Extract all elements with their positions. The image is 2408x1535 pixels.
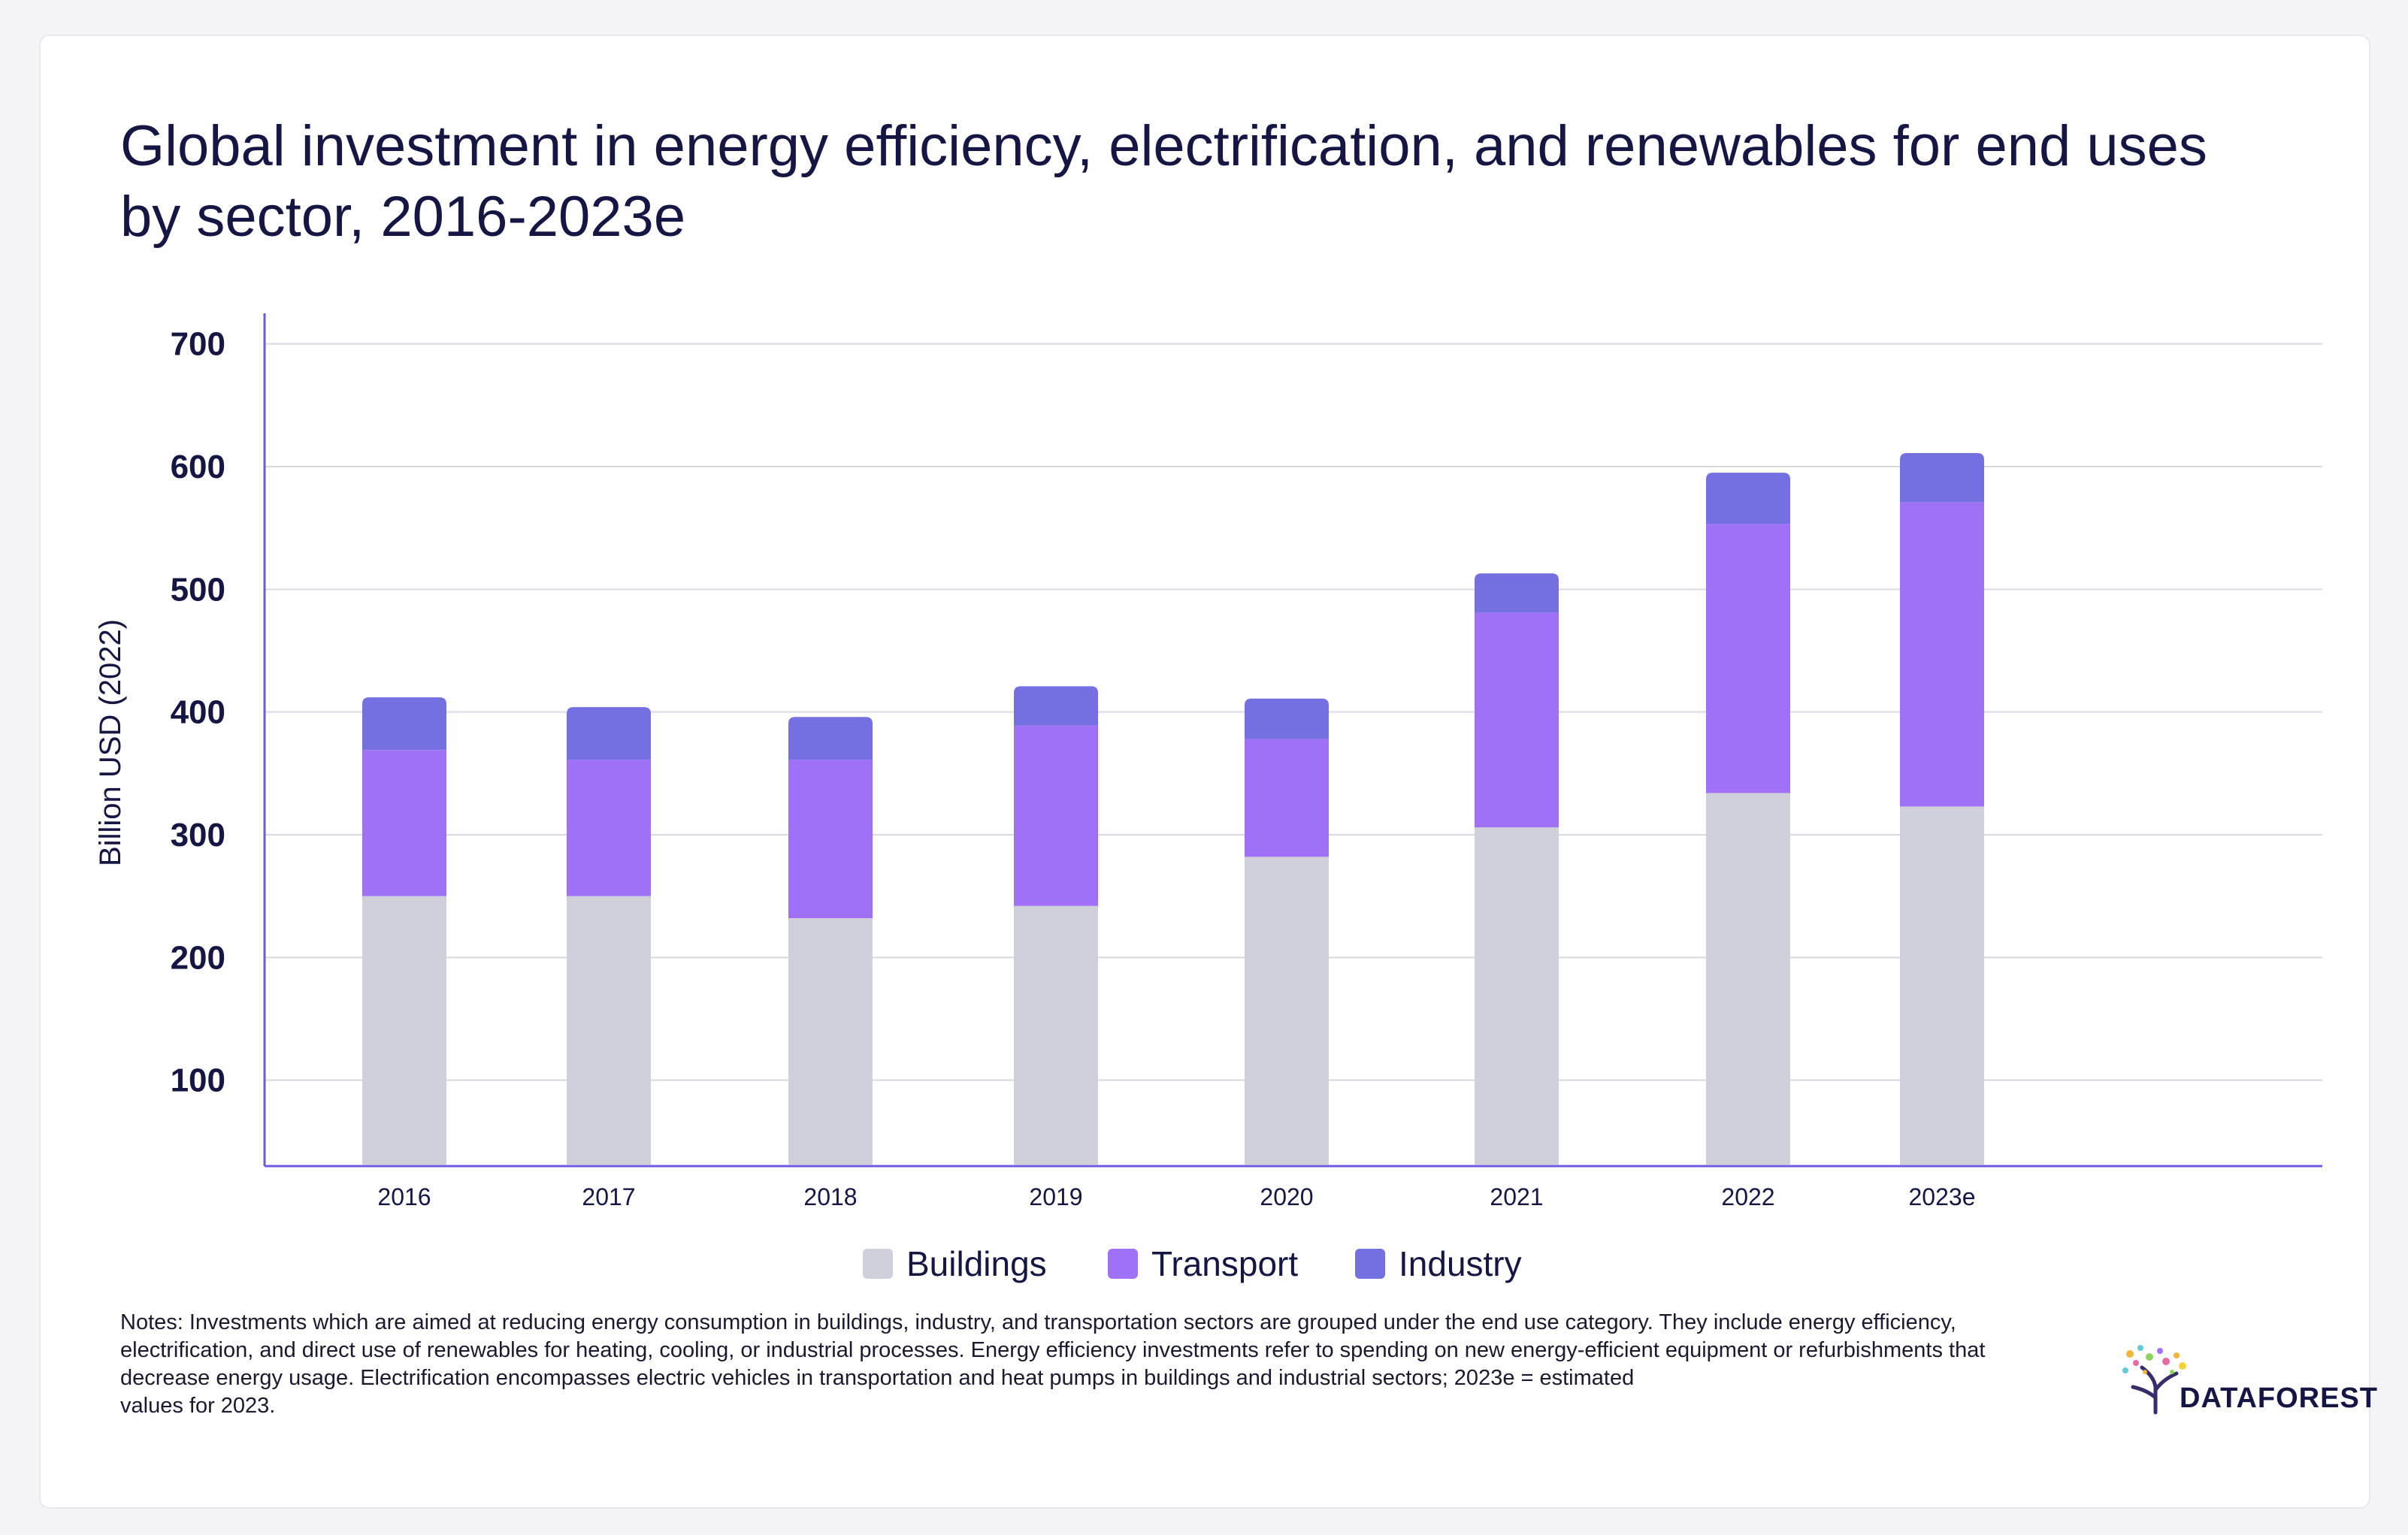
bar-buildings-2018 <box>788 918 873 1165</box>
bar-transport-2019 <box>1014 725 1098 906</box>
bars <box>362 453 1984 1165</box>
notes-text: Notes: Investments which are aimed at re… <box>120 1310 1986 1390</box>
y-tick-label-100: 100 <box>171 1062 225 1099</box>
x-tick-label-2016: 2016 <box>377 1183 431 1210</box>
bar-industry-2016 <box>362 697 446 751</box>
legend-swatch-buildings <box>863 1249 893 1279</box>
bar-industry-2018 <box>788 717 873 760</box>
bar-transport-2018 <box>788 760 873 919</box>
y-tick-label-200: 200 <box>171 939 225 976</box>
bar-industry-2020 <box>1245 698 1329 739</box>
tick-labels: 100 200 300 400 500 600 700 Billion USD (2022) 2… <box>94 326 1975 1210</box>
bar-transport-2017 <box>567 760 651 896</box>
legend-label-industry: Industry <box>1399 1244 1522 1283</box>
bar-transport-2020 <box>1245 739 1329 857</box>
x-tick-label-2021: 2021 <box>1490 1183 1543 1210</box>
tree-logo-icon <box>2122 1345 2186 1415</box>
x-tick-label-2020: 2020 <box>1260 1183 1313 1210</box>
y-tick-label-600: 600 <box>171 449 225 485</box>
dataforest-logo: DATAFOREST <box>2119 1337 2377 1420</box>
x-tick-label-2017: 2017 <box>582 1183 635 1210</box>
notes: Notes: Investments which are aimed at re… <box>120 1309 2044 1420</box>
bar-industry-2022 <box>1706 473 1790 524</box>
legend-swatch-transport <box>1108 1249 1138 1279</box>
bar-buildings-2020 <box>1245 857 1329 1165</box>
y-tick-label-400: 400 <box>171 694 225 731</box>
bar-buildings-2019 <box>1014 905 1098 1165</box>
legend-label-transport: Transport <box>1151 1244 1298 1283</box>
legend-swatch-industry <box>1355 1249 1385 1279</box>
x-tick-label-2019: 2019 <box>1029 1183 1082 1210</box>
notes-text-end: values for 2023. <box>120 1394 276 1418</box>
y-tick-label-500: 500 <box>171 571 225 608</box>
bar-buildings-2023e <box>1900 806 1984 1165</box>
legend-label-buildings: Buildings <box>906 1244 1047 1283</box>
logo-text: DATAFOREST <box>2180 1382 2379 1414</box>
bar-transport-2022 <box>1706 524 1790 793</box>
x-tick-label-2022: 2022 <box>1721 1183 1774 1210</box>
y-tick-label-300: 300 <box>171 817 225 854</box>
bar-industry-2017 <box>567 707 651 760</box>
bar-transport-2021 <box>1475 612 1559 828</box>
legend: Buildings Transport Industry <box>863 1244 1522 1283</box>
chart-title: Global investment in energy efficiency, … <box>120 114 2207 249</box>
bar-buildings-2022 <box>1706 793 1790 1165</box>
x-tick-label-2018: 2018 <box>803 1183 857 1210</box>
x-tick-label-2023e: 2023e <box>1909 1183 1976 1210</box>
bar-buildings-2016 <box>362 896 446 1165</box>
bar-industry-2019 <box>1014 686 1098 726</box>
y-axis-label: Billion USD (2022) <box>94 619 127 866</box>
y-tick-label-700: 700 <box>171 326 225 363</box>
bar-buildings-2017 <box>567 896 651 1165</box>
bar-industry-2021 <box>1475 573 1559 613</box>
bar-industry-2023e <box>1900 453 1984 503</box>
bar-transport-2016 <box>362 750 446 896</box>
bar-buildings-2021 <box>1475 827 1559 1165</box>
bar-transport-2023e <box>1900 502 1984 807</box>
axes <box>263 313 2322 1168</box>
